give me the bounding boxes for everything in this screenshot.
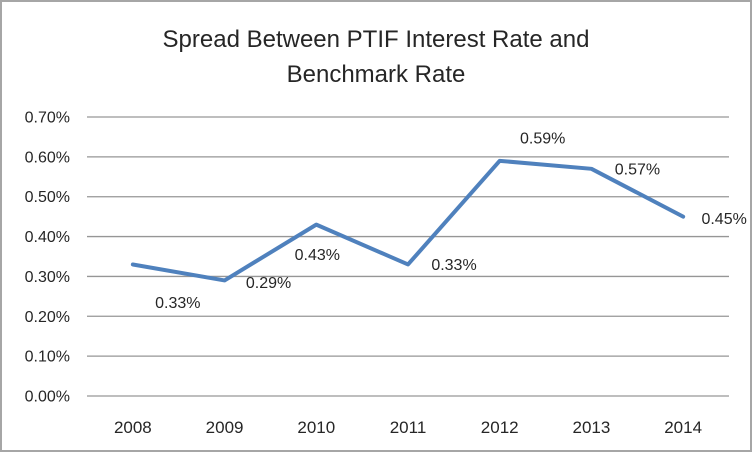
x-axis-category-label: 2010	[297, 418, 335, 437]
data-point-label: 0.43%	[295, 247, 340, 264]
y-axis-tick-label: 0.10%	[25, 349, 70, 366]
y-axis-tick-label: 0.20%	[25, 309, 70, 326]
chart-title-line-1: Spread Between PTIF Interest Rate and	[162, 26, 590, 53]
data-point-label: 0.59%	[520, 130, 565, 147]
y-axis-tick-label: 0.00%	[25, 389, 70, 406]
data-point-label: 0.29%	[246, 275, 291, 292]
y-axis-tick-label: 0.50%	[25, 189, 70, 206]
y-axis-tick-label: 0.70%	[25, 110, 70, 127]
chart-title: Spread Between PTIF Interest Rate and Be…	[2, 22, 750, 92]
y-axis-tick-label: 0.40%	[25, 229, 70, 246]
x-axis-category-label: 2011	[390, 418, 427, 437]
data-point-label: 0.57%	[615, 161, 660, 178]
data-point-label: 0.33%	[431, 257, 476, 274]
y-axis-tick-label: 0.30%	[25, 269, 70, 286]
data-point-label: 0.33%	[155, 295, 200, 312]
data-point-label: 0.45%	[701, 211, 746, 228]
x-axis-category-label: 2013	[573, 418, 611, 437]
x-axis-category-label: 2008	[114, 418, 152, 437]
x-axis-category-label: 2014	[664, 418, 702, 437]
x-axis-category-label: 2009	[206, 418, 244, 437]
series-line	[130, 158, 686, 283]
chart-title-line-2: Benchmark Rate	[286, 61, 466, 88]
y-axis-tick-label: 0.60%	[25, 149, 70, 166]
x-axis-category-label: 2012	[481, 418, 519, 437]
